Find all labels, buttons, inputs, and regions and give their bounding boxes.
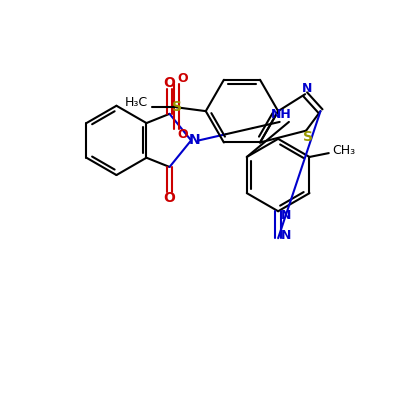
Text: CH₃: CH₃ xyxy=(332,144,356,157)
Text: N: N xyxy=(281,229,291,242)
Text: H₃C: H₃C xyxy=(125,96,148,109)
Text: NH: NH xyxy=(271,108,292,121)
Text: N: N xyxy=(281,208,291,222)
Text: S: S xyxy=(172,100,182,114)
Text: N: N xyxy=(188,133,200,147)
Text: O: O xyxy=(164,76,176,90)
Text: O: O xyxy=(177,72,188,85)
Text: O: O xyxy=(164,191,176,205)
Text: N: N xyxy=(302,82,312,94)
Text: O: O xyxy=(177,128,188,141)
Text: S: S xyxy=(303,130,313,144)
